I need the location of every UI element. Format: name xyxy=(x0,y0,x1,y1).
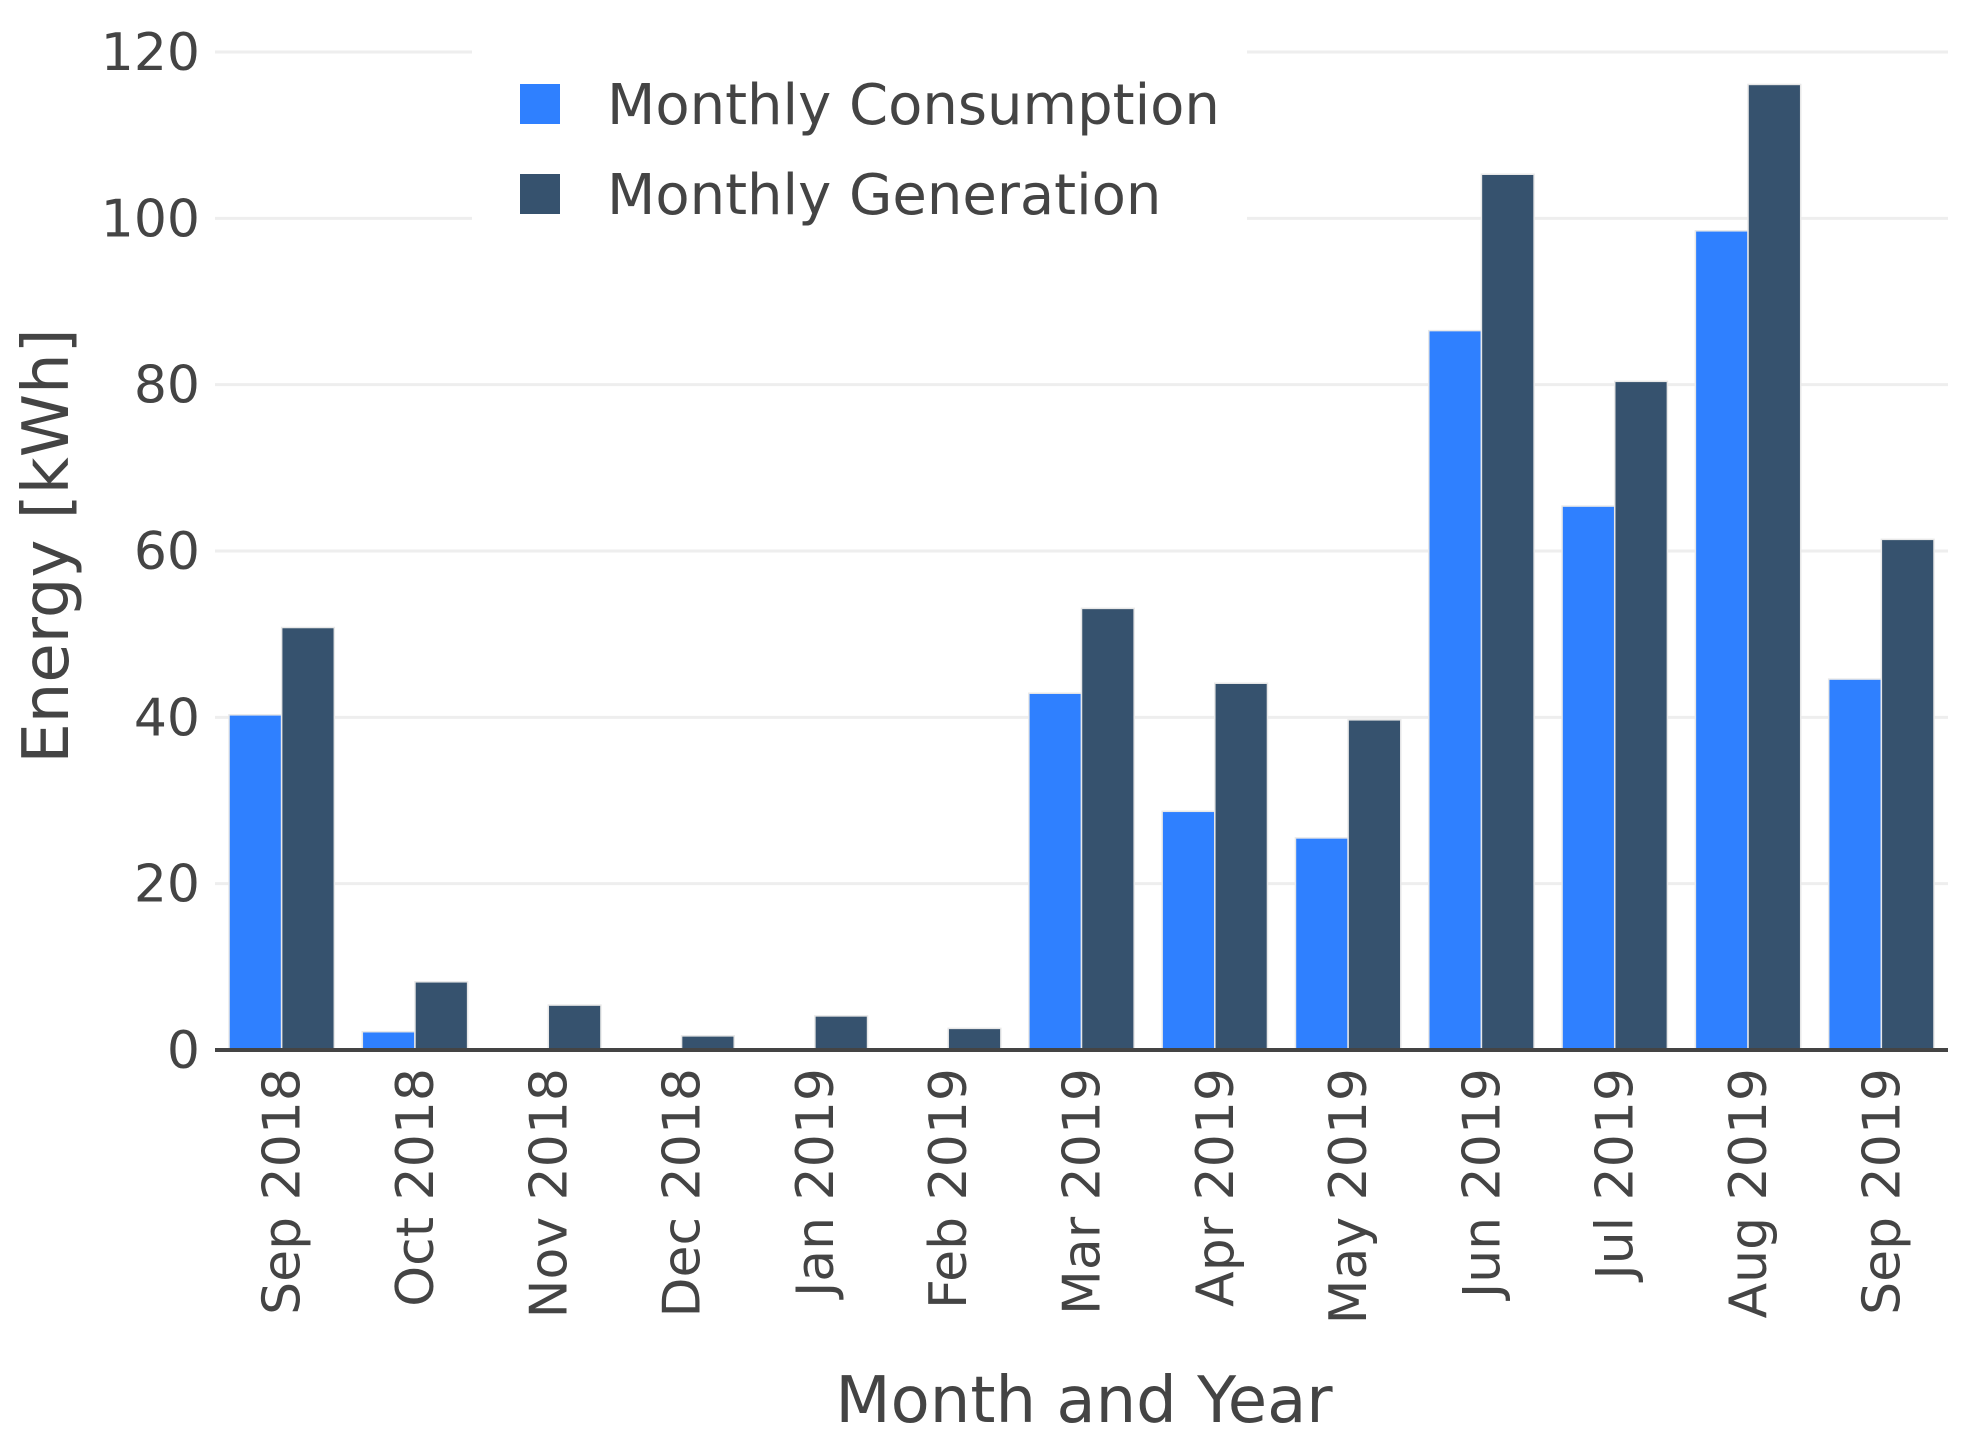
x-tick-label: Aug 2019 xyxy=(1719,1068,1779,1318)
bar-consumption-jun-2019 xyxy=(1428,329,1483,1051)
x-axis-ticks: Sep 2018 Oct 2018 Nov 2018 Dec 2018 Jan 2019… xyxy=(253,1068,1913,1324)
bar-consumption-mar-2019 xyxy=(1028,692,1083,1051)
bar-consumption-aug-2019 xyxy=(1694,230,1749,1051)
x-axis-title: Month and Year xyxy=(835,1364,1333,1438)
x-tick-label: Mar 2019 xyxy=(1053,1068,1113,1315)
bar-consumption-may-2019 xyxy=(1294,837,1349,1051)
bar-generation-jun-2019 xyxy=(1480,173,1535,1051)
bar-generation-jul-2019 xyxy=(1613,380,1669,1051)
x-tick-label: Jan 2019 xyxy=(786,1068,846,1300)
x-tick-label: Oct 2018 xyxy=(386,1068,446,1307)
legend-swatch-consumption xyxy=(520,84,560,124)
y-tick-label: 100 xyxy=(101,189,200,249)
bar-consumption-jul-2019 xyxy=(1561,505,1616,1051)
legend-background xyxy=(472,46,1247,224)
bar-generation-apr-2019 xyxy=(1214,682,1269,1051)
bar-generation-nov-2018 xyxy=(547,1004,602,1051)
bar-generation-sep-2018 xyxy=(280,626,336,1051)
x-tick-label: Apr 2019 xyxy=(1186,1068,1246,1307)
y-tick-label: 80 xyxy=(134,356,200,416)
bars xyxy=(215,83,1948,1052)
bar-generation-mar-2019 xyxy=(1080,607,1135,1051)
y-tick-label: 20 xyxy=(134,855,200,915)
bar-generation-feb-2019 xyxy=(947,1027,1002,1051)
y-tick-label: 120 xyxy=(101,23,200,83)
x-tick-label: Sep 2018 xyxy=(253,1068,313,1315)
x-tick-label: Dec 2018 xyxy=(653,1068,713,1318)
legend-label-consumption: Monthly Consumption xyxy=(607,73,1220,138)
bar-consumption-sep-2018 xyxy=(228,714,283,1051)
legend-label-generation: Monthly Generation xyxy=(607,163,1161,228)
x-tick-label: Feb 2019 xyxy=(919,1068,979,1309)
y-tick-label: 60 xyxy=(134,522,200,582)
x-tick-label: Jul 2019 xyxy=(1586,1068,1646,1283)
x-tick-label: Sep 2019 xyxy=(1852,1068,1912,1315)
bar-generation-jan-2019 xyxy=(814,1015,869,1051)
x-tick-label: May 2019 xyxy=(1319,1068,1379,1324)
legend-swatch-generation xyxy=(520,174,560,214)
bar-generation-dec-2018 xyxy=(680,1035,735,1051)
bar-generation-aug-2019 xyxy=(1747,83,1802,1051)
legend: Monthly Consumption Monthly Generation xyxy=(472,46,1247,228)
bar-generation-may-2019 xyxy=(1347,719,1402,1051)
bar-consumption-oct-2018 xyxy=(361,1030,416,1051)
y-tick-label: 0 xyxy=(167,1021,200,1081)
y-axis-title: Energy [kWh] xyxy=(10,328,84,763)
bar-generation-oct-2018 xyxy=(414,981,469,1051)
bar-consumption-apr-2019 xyxy=(1161,810,1216,1051)
bar-consumption-sep-2019 xyxy=(1827,678,1883,1051)
x-tick-label: Nov 2018 xyxy=(519,1068,579,1318)
bar-generation-sep-2019 xyxy=(1880,538,1935,1051)
y-tick-label: 40 xyxy=(134,688,200,748)
x-tick-label: Jun 2019 xyxy=(1452,1068,1512,1301)
y-axis-ticks: 0 20 40 60 80 100 120 xyxy=(101,23,200,1081)
